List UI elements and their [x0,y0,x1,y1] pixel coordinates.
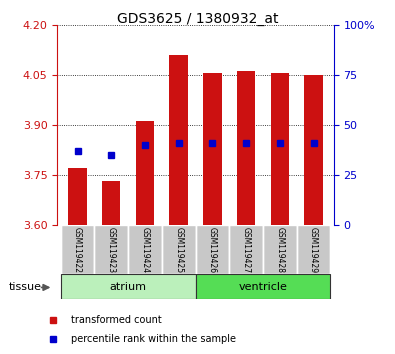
Bar [304,75,323,225]
Bar [135,121,154,225]
Bar [263,225,297,274]
Text: GSM119426: GSM119426 [208,227,217,273]
Text: ventricle: ventricle [239,282,288,292]
Text: percentile rank within the sample: percentile rank within the sample [71,333,236,344]
Bar [196,274,330,299]
Text: GSM119425: GSM119425 [174,227,183,273]
Bar [61,225,94,274]
Text: transformed count: transformed count [71,315,162,325]
Bar [61,274,196,299]
Bar [203,73,222,225]
Bar [169,55,188,225]
Bar [196,225,229,274]
Bar [297,225,330,274]
Bar [237,72,256,225]
Bar [68,168,87,225]
Text: GSM119424: GSM119424 [141,227,149,273]
Text: GSM119423: GSM119423 [107,227,116,273]
Text: atrium: atrium [109,282,147,292]
Bar [229,225,263,274]
Text: GDS3625 / 1380932_at: GDS3625 / 1380932_at [117,12,278,27]
Text: GSM119429: GSM119429 [309,227,318,273]
Text: GSM119427: GSM119427 [242,227,250,273]
Text: GSM119422: GSM119422 [73,227,82,273]
Bar [128,225,162,274]
Bar [102,182,120,225]
Bar [94,225,128,274]
Text: tissue: tissue [9,282,42,292]
Text: GSM119428: GSM119428 [275,227,284,273]
Bar [162,225,196,274]
Bar [271,73,289,225]
